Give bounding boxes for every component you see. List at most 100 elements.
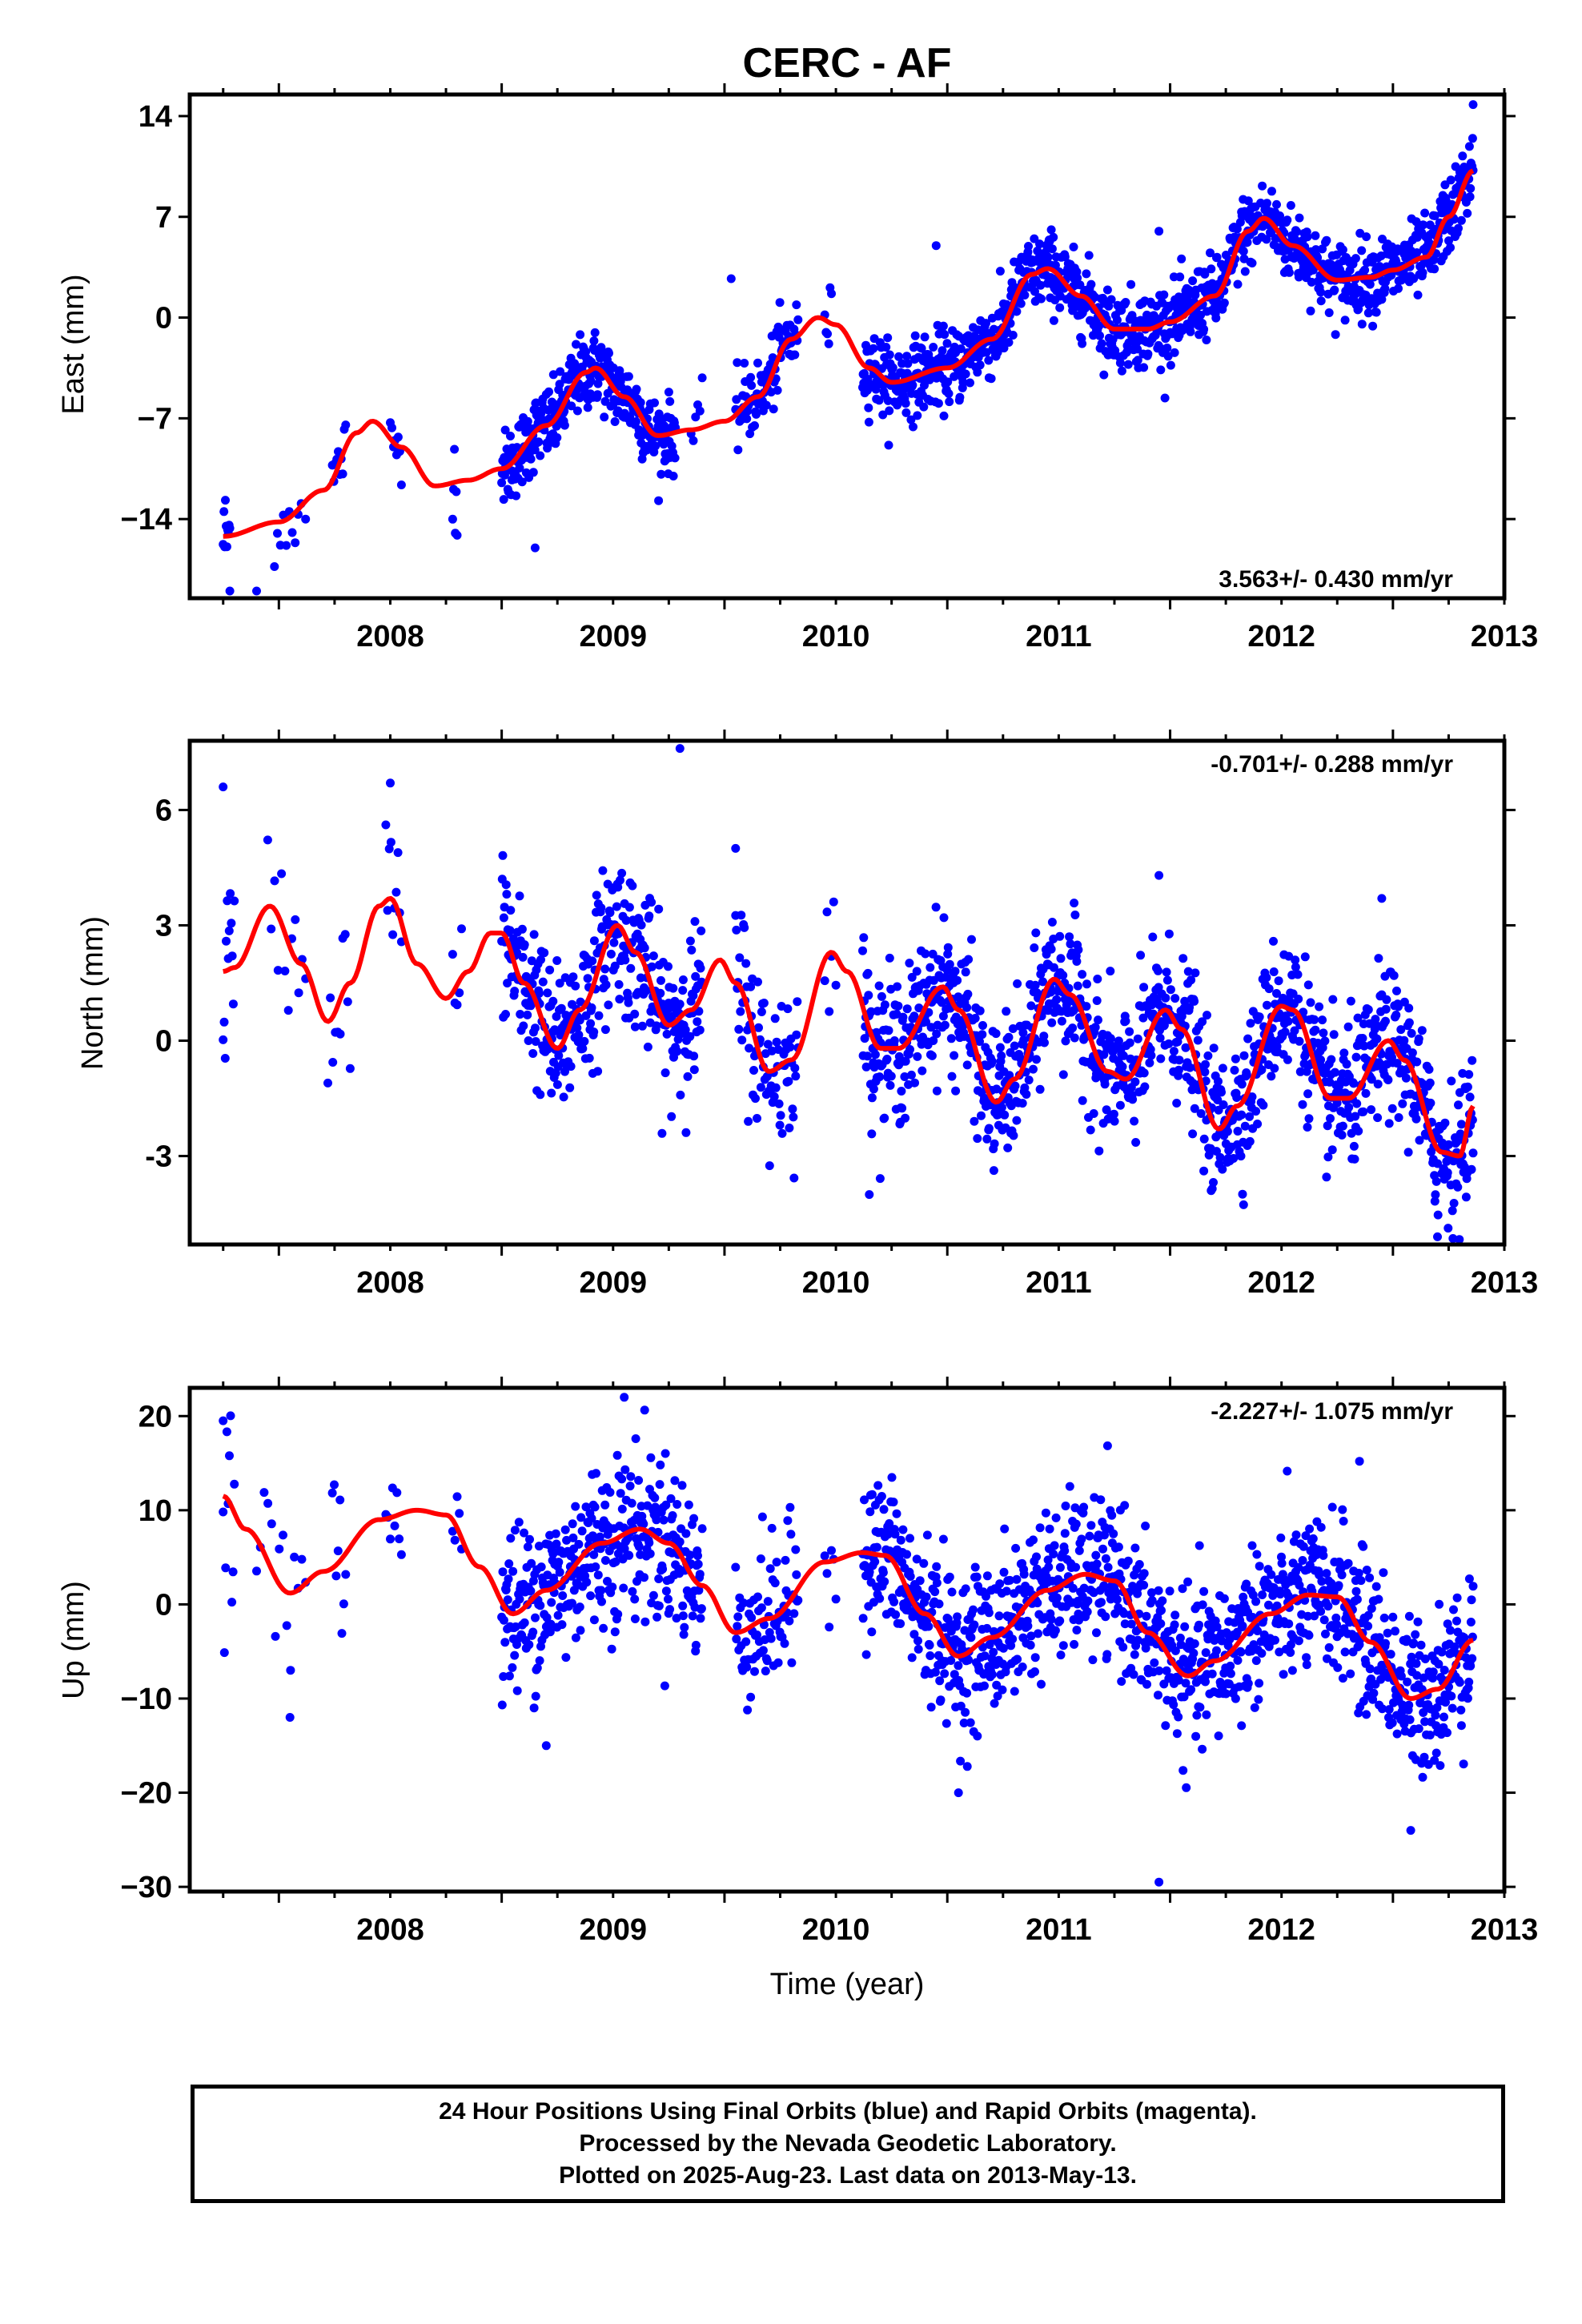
observation-point: [617, 868, 627, 878]
observation-point: [1245, 1136, 1255, 1146]
observation-point: [1251, 1597, 1261, 1606]
north-x-ticks: 2008 2009 2010 2011 2012 2013: [222, 730, 1538, 1300]
observation-point: [893, 982, 902, 991]
observation-point: [552, 433, 562, 442]
observation-point: [1219, 298, 1229, 308]
observation-point: [882, 1055, 892, 1063]
observation-point: [995, 1043, 1005, 1052]
observation-point: [1139, 1569, 1149, 1578]
observation-point: [1269, 967, 1279, 976]
observation-point: [1047, 918, 1057, 927]
observation-point: [512, 491, 521, 501]
observation-point: [1414, 1724, 1423, 1734]
observation-point: [1357, 246, 1367, 255]
observation-point: [225, 586, 235, 596]
observation-point: [1060, 1529, 1070, 1538]
observation-point: [767, 1523, 777, 1533]
observation-point: [1199, 1166, 1209, 1176]
observation-point: [1103, 1562, 1113, 1572]
observation-point: [1468, 134, 1477, 143]
observation-point: [504, 1559, 514, 1569]
observation-point: [978, 1030, 987, 1039]
observation-point: [1012, 1574, 1022, 1584]
observation-point: [1430, 211, 1439, 220]
observation-point: [756, 1083, 765, 1092]
observation-point: [1030, 1653, 1040, 1663]
observation-point: [943, 943, 953, 952]
observation-point: [1055, 931, 1065, 941]
observation-point: [589, 936, 599, 946]
observation-point: [1203, 1011, 1211, 1020]
observation-point: [640, 1617, 650, 1626]
observation-point: [1446, 175, 1456, 185]
observation-point: [1338, 1674, 1347, 1683]
observation-point: [586, 1591, 596, 1601]
observation-point: [678, 975, 688, 984]
observation-point: [737, 911, 746, 920]
observation-point: [1239, 1051, 1249, 1060]
observation-point: [943, 377, 953, 387]
observation-point: [390, 1521, 400, 1530]
observation-point: [1050, 260, 1060, 270]
observation-point: [279, 1530, 287, 1540]
observation-point: [1057, 1016, 1066, 1026]
observation-point: [1130, 1116, 1139, 1126]
observation-point: [536, 955, 545, 964]
observation-point: [592, 390, 602, 400]
observation-point: [583, 403, 592, 412]
observation-point: [1310, 1015, 1319, 1024]
observation-point: [1337, 1130, 1347, 1140]
observation-point: [1097, 339, 1106, 348]
observation-point: [1110, 1116, 1119, 1126]
observation-point: [1161, 993, 1170, 1003]
observation-point: [685, 936, 695, 946]
observation-point: [790, 1063, 800, 1073]
observation-point: [1157, 1606, 1166, 1615]
observation-point: [259, 1488, 269, 1498]
observation-point: [1294, 1636, 1303, 1646]
observation-point: [696, 963, 705, 973]
observation-point: [654, 1574, 664, 1583]
observation-point: [775, 1120, 785, 1130]
observation-point: [994, 1611, 1004, 1621]
observation-point: [1430, 264, 1439, 274]
observation-point: [1121, 1016, 1130, 1026]
observation-point: [736, 1007, 745, 1016]
observation-point: [859, 933, 869, 943]
observation-point: [1328, 995, 1338, 1004]
observation-point: [1162, 975, 1172, 985]
observation-point: [1413, 1617, 1423, 1626]
observation-point: [969, 1605, 978, 1614]
observation-point: [576, 1626, 585, 1635]
observation-point: [966, 1718, 975, 1727]
observation-point: [931, 903, 941, 912]
observation-point: [987, 1670, 997, 1679]
observation-point: [297, 1554, 307, 1564]
observation-point: [980, 1681, 989, 1691]
observation-point: [1383, 1628, 1392, 1638]
observation-point: [931, 241, 941, 251]
observation-point: [1275, 211, 1284, 220]
observation-point: [1250, 1703, 1259, 1712]
observation-point: [548, 996, 558, 1006]
observation-point: [970, 1014, 980, 1023]
observation-point: [788, 1104, 797, 1114]
observation-point: [1186, 1685, 1196, 1695]
observation-point: [893, 1001, 903, 1011]
observation-point: [1060, 1546, 1070, 1555]
observation-point: [869, 344, 878, 353]
observation-point: [1308, 1534, 1318, 1543]
observation-point: [676, 1090, 685, 1100]
observation-point: [973, 368, 982, 377]
observation-point: [1114, 1542, 1123, 1552]
observation-point: [534, 989, 544, 998]
observation-point: [613, 1610, 623, 1619]
observation-point: [961, 1707, 970, 1717]
observation-point: [323, 1078, 332, 1088]
observation-point: [1332, 1620, 1341, 1630]
observation-point: [1083, 1596, 1093, 1606]
observation-point: [1420, 208, 1430, 218]
observation-point: [1394, 1113, 1403, 1122]
observation-point: [892, 1509, 901, 1518]
